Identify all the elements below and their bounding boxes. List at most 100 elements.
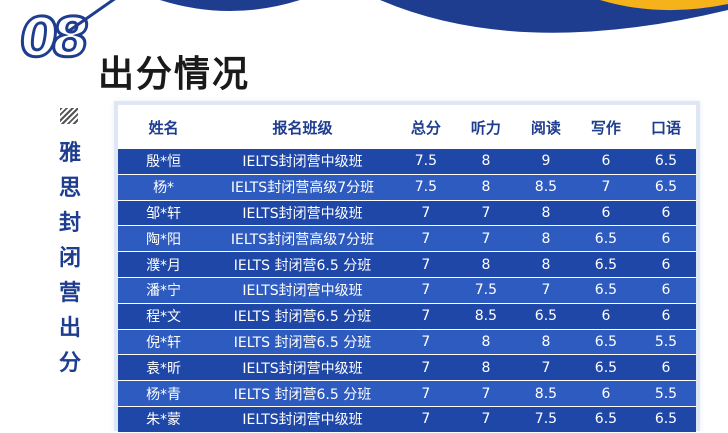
class-name: IELTS封闭营中级班 (209, 277, 396, 304)
speaking-score: 5.5 (635, 329, 696, 356)
reading-score: 7.5 (515, 406, 576, 433)
speaking-score: 6.5 (635, 149, 696, 175)
section-number: 08 (14, 5, 89, 71)
listening-score: 8 (455, 354, 516, 382)
total-score: 7 (395, 354, 456, 382)
stripe-pattern-icon (60, 108, 78, 124)
reading-score: 8.5 (515, 174, 576, 201)
speaking-score: 6 (635, 200, 696, 227)
listening-score: 7 (455, 225, 516, 253)
vertical-char: 思 (58, 176, 81, 201)
listening-score: 7.5 (455, 277, 516, 304)
header-speaking: 口语 (635, 105, 696, 149)
vertical-char: 封 (58, 211, 81, 236)
total-score: 7 (395, 329, 456, 356)
listening-score: 8 (455, 149, 516, 175)
reading-score: 8 (515, 225, 576, 253)
decorative-wave (160, 0, 728, 33)
speaking-score: 6 (635, 277, 696, 304)
student-name: 杨* (118, 174, 210, 201)
student-name: 程*文 (118, 303, 210, 330)
writing-score: 6 (575, 380, 636, 407)
table-row: 邹*轩 IELTS封闭营中级班 7 7 8 6 6 (118, 200, 696, 227)
class-name: IELTS 封闭营6.5 分班 (209, 303, 396, 330)
table-header-row: 姓名 报名班级 总分 听力 阅读 写作 口语 (118, 105, 696, 149)
speaking-score: 6 (635, 251, 696, 278)
writing-score: 7 (575, 174, 636, 201)
table-body: 殷*恒 IELTS封闭营中级班 7.5 8 9 6 6.5 杨* IELTS封闭营高级7分班 7.… (118, 149, 696, 433)
vertical-char: 分 (58, 351, 81, 376)
class-name: IELTS 封闭营6.5 分班 (209, 329, 396, 356)
header-listening: 听力 (455, 105, 516, 149)
student-name: 杨*青 (118, 380, 210, 407)
listening-score: 7 (455, 200, 516, 227)
header-class: 报名班级 (209, 105, 396, 149)
table-row: 濮*月 IELTS 封闭营6.5 分班 7 8 8 6.5 6 (118, 251, 696, 278)
student-name: 朱*蒙 (118, 406, 210, 433)
student-name: 殷*恒 (118, 149, 210, 175)
section-number-badge: 08 (14, 0, 119, 78)
header-total: 总分 (395, 105, 456, 149)
total-score: 7 (395, 406, 456, 433)
speaking-score: 6 (635, 225, 696, 253)
table-row: 潘*宁 IELTS封闭营中级班 7 7.5 7 6.5 6 (118, 277, 696, 304)
total-score: 7 (395, 251, 456, 278)
listening-score: 8.5 (455, 303, 516, 330)
speaking-score: 6 (635, 354, 696, 382)
total-score: 7 (395, 303, 456, 330)
total-score: 7 (395, 277, 456, 304)
writing-score: 6.5 (575, 354, 636, 382)
speaking-score: 5.5 (635, 380, 696, 407)
reading-score: 8 (515, 200, 576, 227)
writing-score: 6.5 (575, 225, 636, 253)
listening-score: 7 (455, 406, 516, 433)
student-name: 倪*轩 (118, 329, 210, 356)
speaking-score: 6.5 (635, 406, 696, 433)
listening-score: 8 (455, 174, 516, 201)
listening-score: 7 (455, 380, 516, 407)
vertical-char: 营 (58, 281, 81, 306)
table-row: 袁*昕 IELTS封闭营中级班 7 8 7 6.5 6 (118, 354, 696, 382)
table-row: 倪*轩 IELTS 封闭营6.5 分班 7 8 8 6.5 5.5 (118, 329, 696, 356)
speaking-score: 6 (635, 303, 696, 330)
speaking-score: 6.5 (635, 174, 696, 201)
total-score: 7.5 (395, 174, 456, 201)
listening-score: 8 (455, 329, 516, 356)
reading-score: 9 (515, 149, 576, 175)
class-name: IELTS封闭营中级班 (209, 354, 396, 382)
class-name: IELTS 封闭营6.5 分班 (209, 380, 396, 407)
table-row: 杨* IELTS封闭营高级7分班 7.5 8 8.5 7 6.5 (118, 174, 696, 201)
vertical-char: 雅 (58, 141, 81, 166)
scores-table-frame: 姓名 报名班级 总分 听力 阅读 写作 口语 殷*恒 IELTS封闭营中级班 7.5 8 9 6 6.5… (118, 105, 696, 433)
writing-score: 6.5 (575, 406, 636, 433)
table-row: 杨*青 IELTS 封闭营6.5 分班 7 7 8.5 6 5.5 (118, 380, 696, 407)
reading-score: 8 (515, 251, 576, 278)
writing-score: 6.5 (575, 329, 636, 356)
table-row: 程*文 IELTS 封闭营6.5 分班 7 8.5 6.5 6 6 (118, 303, 696, 330)
total-score: 7 (395, 200, 456, 227)
class-name: IELTS封闭营高级7分班 (209, 225, 396, 253)
class-name: IELTS封闭营高级7分班 (209, 174, 396, 201)
scores-table: 姓名 报名班级 总分 听力 阅读 写作 口语 殷*恒 IELTS封闭营中级班 7.5 8 9 6 6.5… (118, 105, 696, 433)
student-name: 袁*昕 (118, 354, 210, 382)
student-name: 濮*月 (118, 251, 210, 278)
table-row: 朱*蒙 IELTS封闭营中级班 7 7 7.5 6.5 6.5 (118, 406, 696, 433)
writing-score: 6.5 (575, 277, 636, 304)
total-score: 7 (395, 225, 456, 253)
reading-score: 7 (515, 277, 576, 304)
vertical-section-label: 雅 思 封 闭 营 出 分 (56, 136, 84, 381)
class-name: IELTS封闭营中级班 (209, 149, 396, 175)
header-reading: 阅读 (515, 105, 576, 149)
writing-score: 6 (575, 149, 636, 175)
table-row: 陶*阳 IELTS封闭营高级7分班 7 7 8 6.5 6 (118, 225, 696, 253)
reading-score: 8 (515, 329, 576, 356)
vertical-char: 闭 (58, 246, 81, 271)
writing-score: 6.5 (575, 251, 636, 278)
writing-score: 6 (575, 303, 636, 330)
writing-score: 6 (575, 200, 636, 227)
reading-score: 6.5 (515, 303, 576, 330)
student-name: 陶*阳 (118, 225, 210, 253)
page-title: 出分情况 (98, 54, 251, 95)
class-name: IELTS封闭营中级班 (209, 406, 396, 433)
vertical-char: 出 (58, 316, 81, 341)
